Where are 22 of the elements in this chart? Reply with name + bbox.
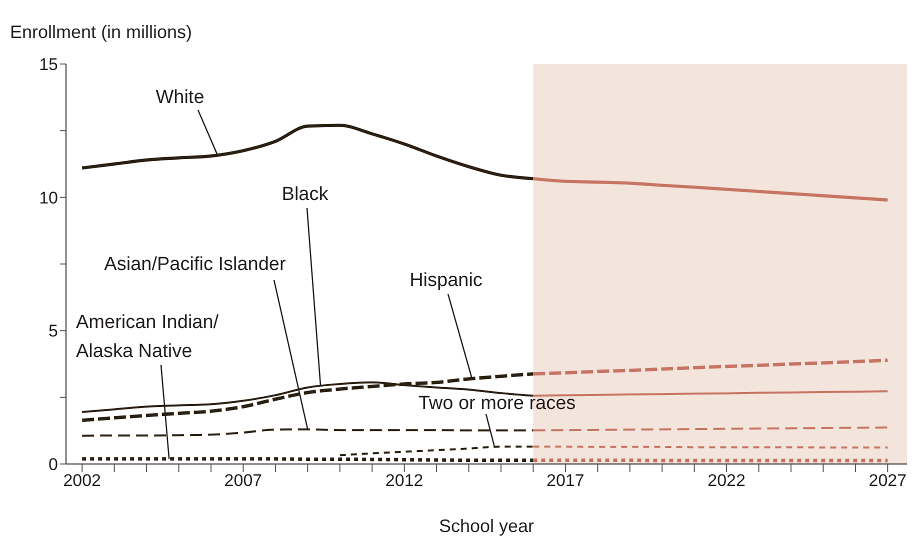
line-series xyxy=(532,177,890,202)
line-series xyxy=(532,358,890,376)
y-tick-label: 10 xyxy=(39,188,58,208)
text: Hispanic xyxy=(410,270,482,292)
y-tick-label: 15 xyxy=(39,55,58,74)
y-axis-title: Enrollment (in millions) xyxy=(10,22,192,42)
x-tick-label: 2022 xyxy=(708,471,746,490)
x-tick-label: 2017 xyxy=(546,471,584,490)
y-tick-label: 0 xyxy=(48,455,58,474)
text: Asian/Pacific Islander xyxy=(104,254,286,276)
x-tick-label: 2002 xyxy=(63,471,102,490)
x-tick-label: 2027 xyxy=(868,471,907,490)
text: Black xyxy=(282,184,329,206)
x-tick-label: 2007 xyxy=(224,471,262,490)
text: American Indian/Alaska Native xyxy=(76,312,220,362)
y-tick-label: 5 xyxy=(48,322,58,341)
series-label: Two or more races xyxy=(418,393,576,414)
x-axis-title: School year xyxy=(438,516,534,536)
text: White xyxy=(156,87,204,108)
x-tick-label: 2012 xyxy=(385,471,424,490)
line-series xyxy=(80,124,535,180)
line-series xyxy=(81,428,534,437)
